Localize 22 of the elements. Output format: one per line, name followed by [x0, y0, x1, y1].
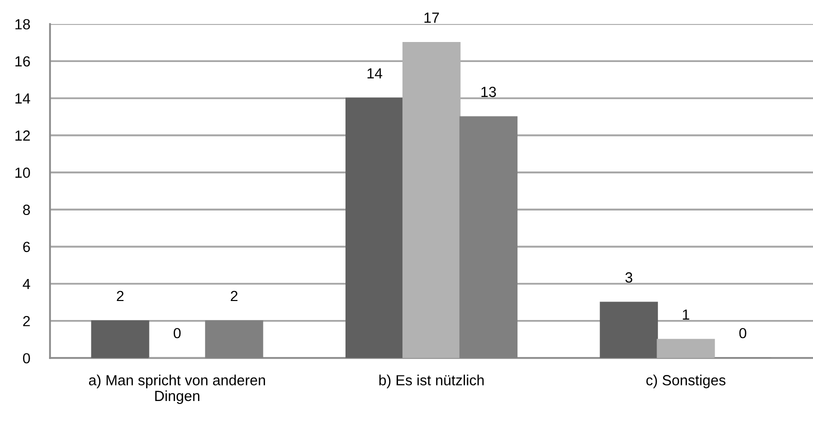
- y-tick-label: 4: [22, 279, 30, 290]
- y-tick-label: 12: [15, 130, 30, 141]
- data-label: 1: [682, 310, 690, 320]
- data-label: 2: [116, 290, 124, 302]
- y-tick-label: 8: [23, 204, 30, 215]
- data-label: 2: [230, 290, 238, 302]
- data-label: 3: [625, 272, 632, 283]
- x-tick-label: c) Sonstiges: [646, 374, 726, 388]
- y-tick-label: 2: [23, 316, 30, 326]
- y-tick-label: 10: [15, 168, 30, 178]
- x-tick-label: b) Es ist nützlich: [379, 374, 484, 388]
- x-tick-label: a) Man spricht von anderen Dingen: [89, 374, 265, 404]
- data-label: 13: [481, 86, 496, 98]
- y-tick-label: 16: [15, 56, 30, 67]
- y-tick-label: 6: [23, 242, 30, 252]
- y-tick-label: 14: [15, 93, 30, 104]
- y-tick-label: 18: [15, 19, 30, 30]
- data-label: 0: [739, 328, 746, 338]
- y-tick-label: 0: [23, 353, 30, 364]
- data-label: 14: [368, 68, 382, 78]
- data-label: 17: [424, 12, 439, 23]
- data-label: 0: [174, 328, 181, 338]
